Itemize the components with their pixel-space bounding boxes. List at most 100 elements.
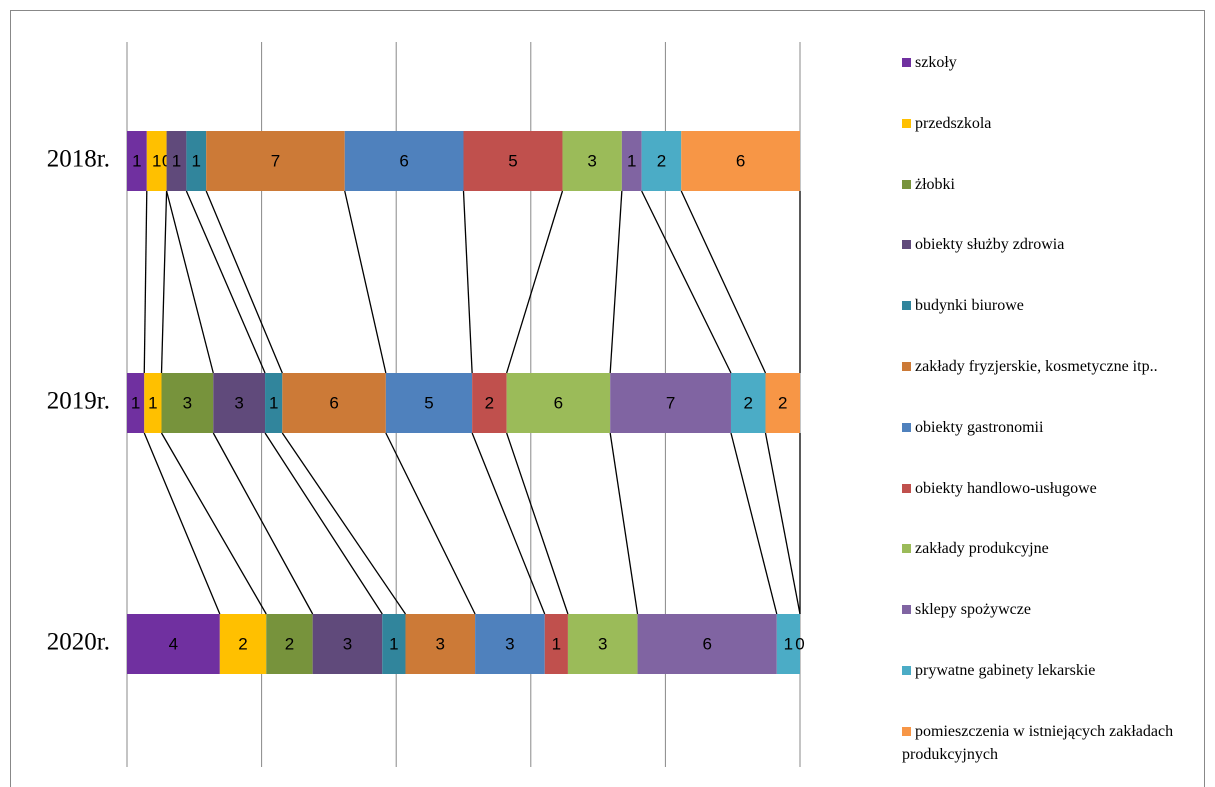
legend-item: obiekty służby zdrowia bbox=[902, 233, 1202, 256]
series-line bbox=[609, 432, 639, 615]
value-label: 0 bbox=[795, 634, 804, 653]
value-label: 1 bbox=[627, 151, 636, 170]
bar-segment bbox=[567, 614, 638, 674]
bar-segment bbox=[475, 614, 545, 674]
legend-label: szkoły bbox=[915, 54, 957, 71]
value-label: 6 bbox=[554, 393, 563, 412]
series-line bbox=[730, 432, 778, 615]
value-label: 1 bbox=[192, 151, 201, 170]
value-label: 2 bbox=[285, 634, 294, 653]
value-label: 3 bbox=[343, 634, 352, 653]
legend-swatch bbox=[902, 301, 911, 311]
series-line bbox=[385, 432, 476, 615]
legend-swatch bbox=[902, 544, 911, 554]
legend-label: przedszkola bbox=[915, 114, 992, 132]
legend-swatch bbox=[902, 483, 911, 493]
value-label: 2 bbox=[485, 393, 494, 412]
legend-swatch bbox=[902, 605, 911, 615]
legend-swatch bbox=[902, 726, 911, 736]
series-line bbox=[143, 190, 148, 374]
series-line bbox=[609, 190, 623, 374]
bar-segment bbox=[127, 373, 145, 433]
legend-label: zakłady produkcyjne bbox=[915, 540, 1049, 558]
legend-item: obiekty gastronomii bbox=[902, 416, 1202, 439]
bar-segment bbox=[144, 373, 162, 433]
bar-segment bbox=[127, 614, 220, 674]
series-line bbox=[506, 190, 564, 374]
bar-segment bbox=[641, 131, 682, 191]
bar-segment bbox=[765, 373, 800, 433]
series-line bbox=[344, 190, 387, 374]
bar-segment bbox=[506, 373, 611, 433]
value-label: 6 bbox=[736, 151, 745, 170]
value-label: 3 bbox=[183, 393, 192, 412]
legend-swatch bbox=[902, 179, 911, 189]
legend-label: budynki biurowe bbox=[915, 297, 1024, 315]
value-label: 1 bbox=[132, 151, 141, 170]
legend-item: sklepy spożywcze bbox=[902, 598, 1202, 621]
value-label: 5 bbox=[424, 393, 433, 412]
bar-segment bbox=[463, 131, 563, 191]
series-line bbox=[680, 190, 767, 374]
bar-segment bbox=[127, 131, 147, 191]
legend-label: pomieszczenia w istniejących zakładach p… bbox=[902, 722, 1174, 763]
legend-item: prywatne gabinety lekarskie bbox=[902, 659, 1202, 682]
value-label: 1 bbox=[269, 393, 278, 412]
value-label: 6 bbox=[702, 634, 711, 653]
legend-label: prywatne gabinety lekarskie bbox=[915, 662, 1096, 679]
value-label: 7 bbox=[666, 393, 675, 412]
value-label: 6 bbox=[329, 393, 338, 412]
bar-segment bbox=[161, 373, 214, 433]
value-label: 6 bbox=[399, 151, 408, 170]
bar-segment bbox=[544, 614, 568, 674]
series-line bbox=[143, 432, 221, 615]
bar-segment bbox=[206, 131, 345, 191]
bar-segment bbox=[472, 373, 507, 433]
value-label: 1 bbox=[172, 151, 181, 170]
legend-label: obiekty gastronomii bbox=[915, 418, 1044, 436]
series-line bbox=[185, 190, 266, 374]
category-label: 2018r. bbox=[47, 146, 110, 173]
legend-swatch bbox=[902, 422, 911, 432]
legend-item: zakłady fryzjerskie, kosmetyczne itp.. bbox=[902, 355, 1202, 378]
bar-segment bbox=[282, 373, 386, 433]
value-label: 1 bbox=[152, 151, 161, 170]
legend-label: żłobki bbox=[915, 175, 955, 193]
legend-item: pomieszczenia w istniejących zakładach p… bbox=[902, 720, 1202, 766]
value-label: 2 bbox=[778, 393, 787, 412]
series-line bbox=[764, 432, 801, 615]
legend-label: obiekty służby zdrowia bbox=[915, 236, 1065, 254]
legend-label: zakłady fryzjerskie, kosmetyczne itp.. bbox=[915, 358, 1158, 375]
bar-segment bbox=[146, 131, 167, 191]
value-label: 1 bbox=[148, 393, 157, 412]
value-label: 3 bbox=[598, 634, 607, 653]
legend-item: żłobki bbox=[902, 173, 1202, 196]
series-line bbox=[160, 190, 168, 374]
bar-segment bbox=[730, 373, 766, 433]
legend-item: zakłady produkcyjne bbox=[902, 537, 1202, 560]
value-label: 1 bbox=[552, 634, 561, 653]
bar-segment bbox=[610, 373, 731, 433]
series-line bbox=[160, 432, 267, 615]
value-label: 7 bbox=[271, 151, 280, 170]
legend-swatch bbox=[902, 118, 911, 128]
category-label: 2020r. bbox=[47, 629, 110, 656]
bar-segment bbox=[213, 373, 266, 433]
value-label: 4 bbox=[169, 634, 178, 653]
bar-segment bbox=[637, 614, 777, 674]
legend-label: obiekty handlowo-usługowe bbox=[915, 479, 1097, 497]
category-label: 2019r. bbox=[47, 388, 110, 415]
legend-item: przedszkola bbox=[902, 112, 1202, 135]
value-label: 2 bbox=[743, 393, 752, 412]
legend-swatch bbox=[902, 58, 911, 67]
chart-border bbox=[10, 10, 1205, 787]
bar-segment bbox=[219, 614, 267, 674]
bar-segment bbox=[562, 131, 622, 191]
legend-item: szkoły bbox=[902, 51, 1202, 74]
bar-segment bbox=[166, 131, 187, 191]
legend-swatch bbox=[902, 362, 911, 371]
bar-segment bbox=[621, 131, 642, 191]
bar-segment bbox=[681, 131, 800, 191]
